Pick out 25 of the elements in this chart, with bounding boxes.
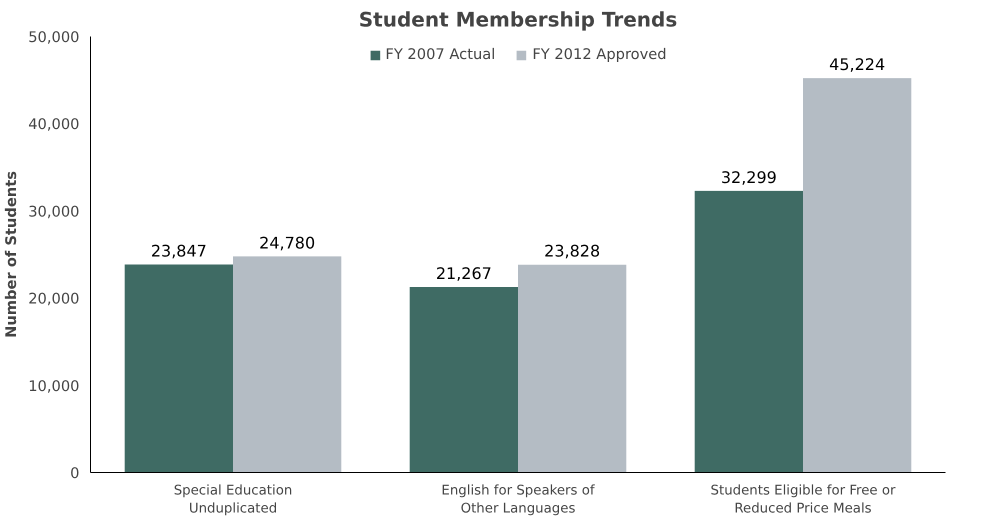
bar bbox=[410, 287, 518, 472]
x-tick-label: Special Education Unduplicated bbox=[174, 484, 292, 516]
data-label: 24,780 bbox=[259, 233, 316, 252]
y-tick-label: 50,000 bbox=[28, 29, 80, 46]
data-label: 32,299 bbox=[720, 168, 777, 187]
legend-label: FY 2007 Actual bbox=[385, 46, 496, 63]
y-tick-label: 0 bbox=[70, 465, 80, 482]
data-label: 21,267 bbox=[436, 264, 492, 284]
legend-label: FY 2012 Approved bbox=[532, 46, 667, 63]
y-tick-label: 40,000 bbox=[28, 116, 80, 134]
y-tick-label: 30,000 bbox=[28, 203, 80, 220]
x-tick-label: Students Eligible for Free or Reduced Price Meals bbox=[710, 484, 896, 516]
data-label: 23,847 bbox=[150, 242, 207, 261]
y-axis-title: Number of Students bbox=[3, 170, 20, 338]
data-label: 23,828 bbox=[544, 242, 600, 261]
bar bbox=[803, 78, 912, 472]
bar bbox=[233, 256, 342, 472]
bar bbox=[124, 264, 233, 472]
x-tick-label: English for Speakers of Other Languages bbox=[441, 484, 595, 516]
bar bbox=[518, 264, 626, 472]
data-label: 45,224 bbox=[829, 55, 886, 74]
y-tick-label: 10,000 bbox=[28, 378, 80, 395]
y-tick-label: 20,000 bbox=[28, 290, 80, 308]
bar bbox=[694, 190, 803, 472]
chart-title: Student Membership Trends bbox=[358, 8, 678, 32]
